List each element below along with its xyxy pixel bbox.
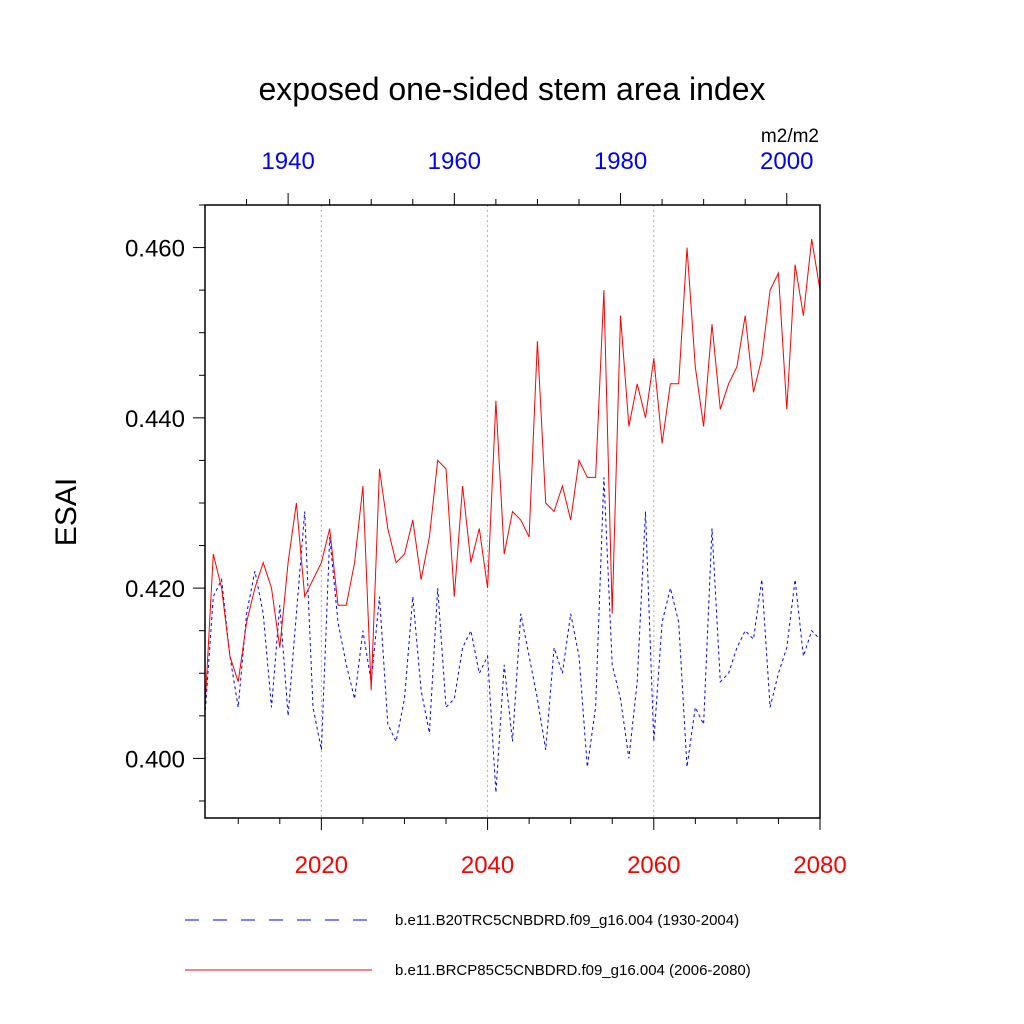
bottom-tick-label-2040: 2040: [461, 852, 514, 879]
grid-lines: [320, 205, 655, 818]
series-line-2: [204, 239, 821, 708]
chart-title: exposed one-sided stem area index: [259, 71, 766, 107]
legend: b.e11.B20TRC5CNBDRD.f09_g16.004 (1930-20…: [185, 912, 751, 979]
y-tick-label-0.400: 0.400: [125, 746, 185, 773]
legend-label-1: b.e11.B20TRC5CNBDRD.f09_g16.004 (1930-20…: [395, 912, 739, 929]
y-axis-label: ESAI: [50, 478, 83, 546]
axes: 0.400 0.420 0.440 0.460 2020 2040 2060 2080 1940…: [125, 148, 847, 879]
top-tick-label-2000: 2000: [760, 148, 813, 175]
top-tick-label-1980: 1980: [594, 148, 647, 175]
series-line-1: [204, 477, 821, 793]
y-tick-label-0.420: 0.420: [125, 576, 185, 603]
bottom-tick-label-2080: 2080: [793, 852, 846, 879]
bottom-tick-label-2060: 2060: [627, 852, 680, 879]
legend-label-2: b.e11.BRCP85C5CNBDRD.f09_g16.004 (2006-2…: [395, 962, 751, 979]
y-tick-label-0.460: 0.460: [125, 236, 185, 263]
series-lines: [204, 239, 821, 793]
plot-frame: [204, 204, 821, 819]
units-label: m2/m2: [761, 126, 819, 147]
top-tick-label-1940: 1940: [261, 148, 314, 175]
y-tick-label-0.440: 0.440: [125, 406, 185, 433]
top-tick-label-1960: 1960: [428, 148, 481, 175]
bottom-tick-label-2020: 2020: [295, 852, 348, 879]
